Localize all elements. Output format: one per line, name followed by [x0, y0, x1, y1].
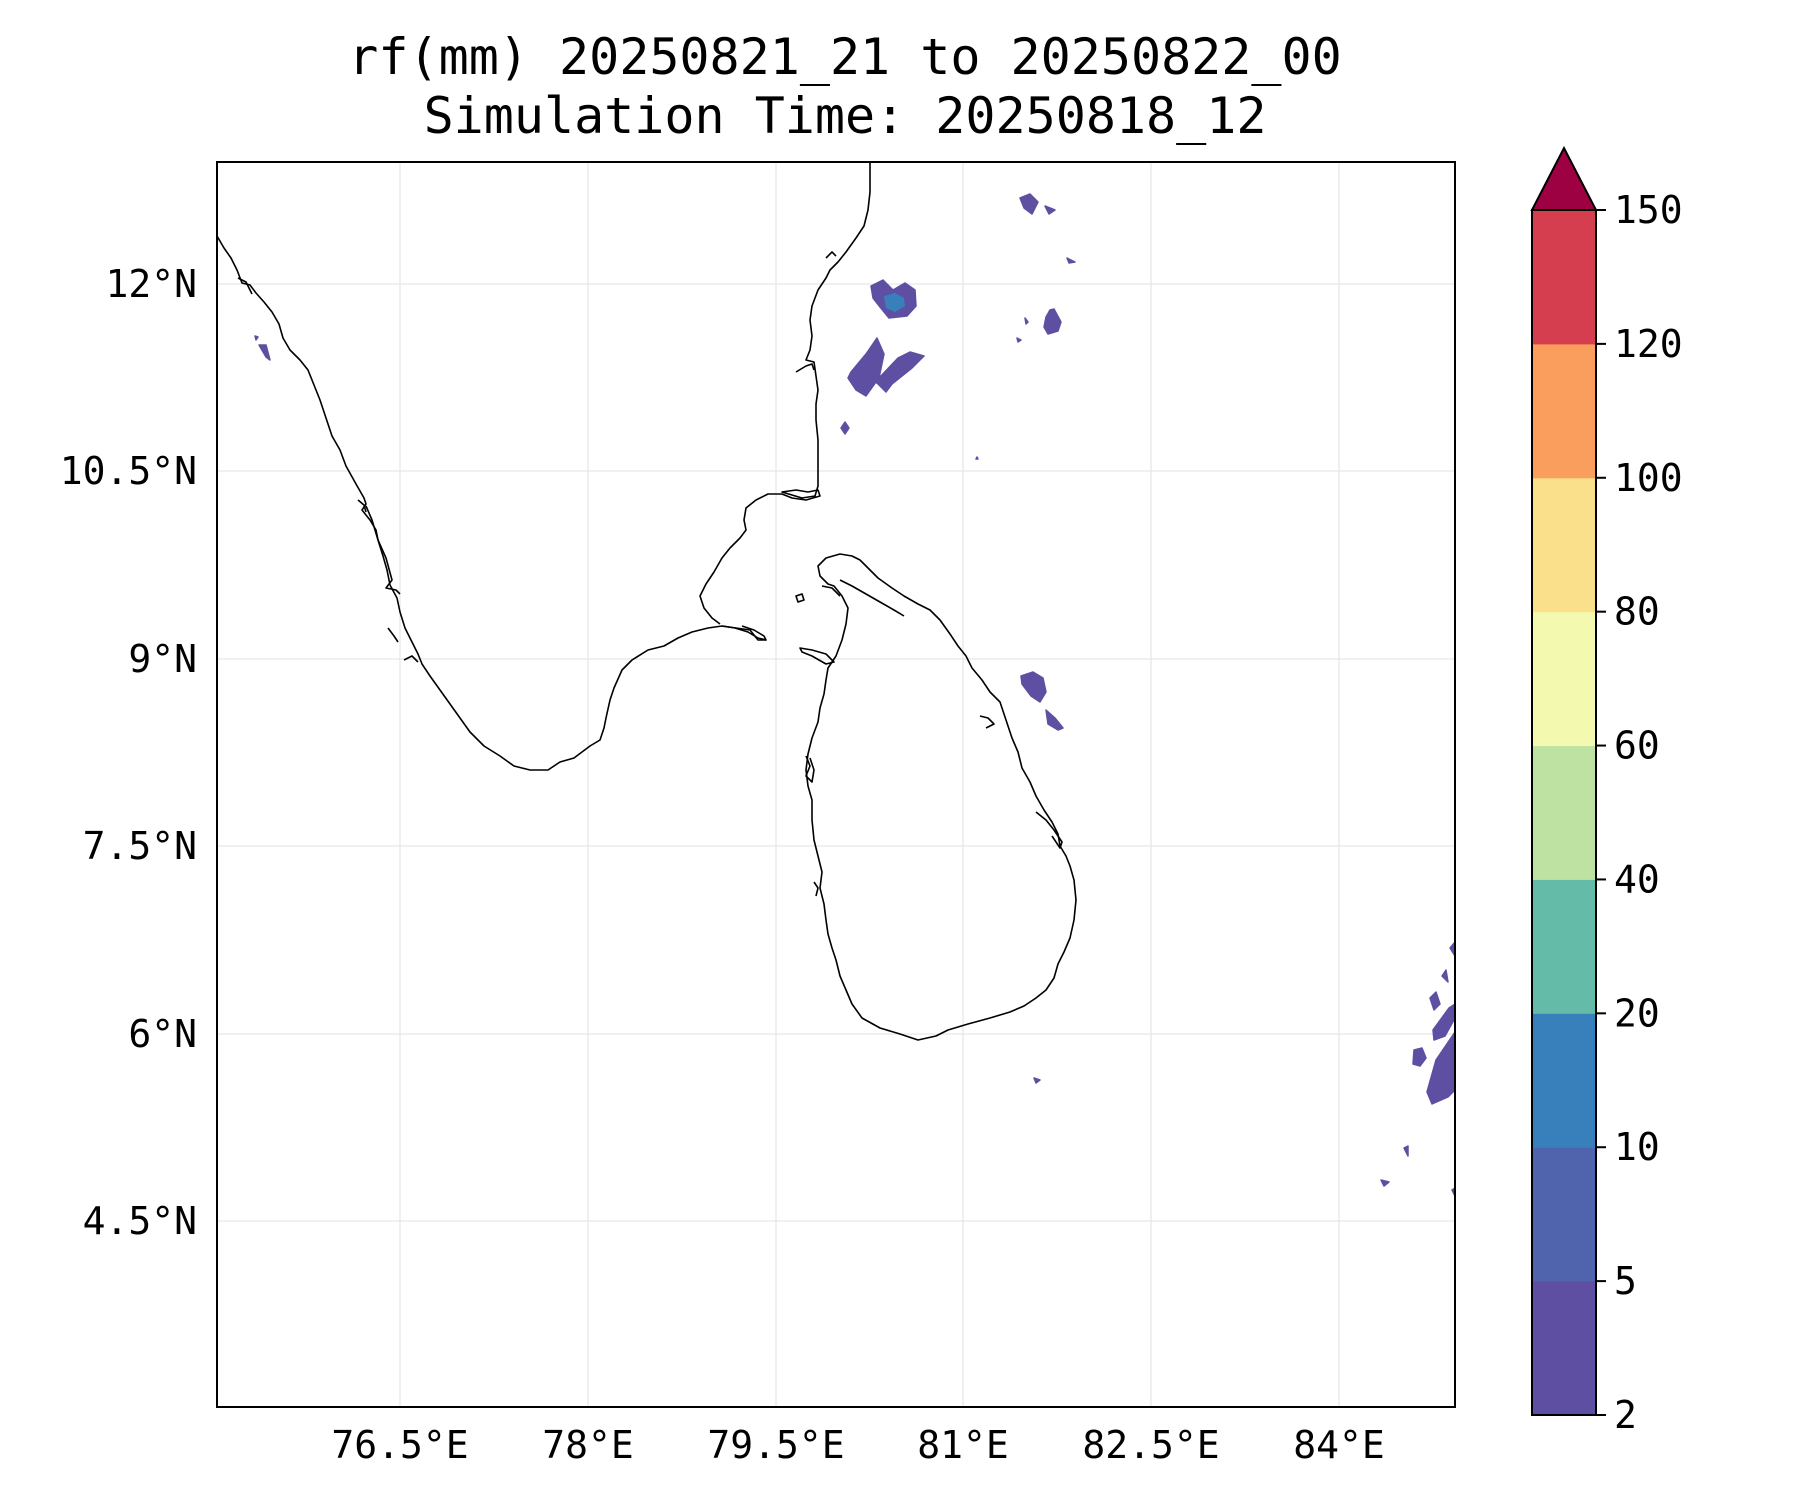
coastline-kerala-inlet-c	[403, 655, 419, 663]
rain-patch-ne-b	[1044, 205, 1056, 215]
colorbar: 2 5 10 20 40 60 80 100 120 150	[1530, 145, 1683, 1437]
colorbar-ticks: 2 5 10 20 40 60 80 100 120 150	[1596, 188, 1683, 1437]
colorbar-segment-5-10	[1532, 1147, 1596, 1282]
rain-patch-west-b	[254, 335, 259, 341]
rain-patch-small-a	[840, 421, 850, 435]
colorbar-tick-label: 120	[1614, 322, 1683, 366]
coastline-chilaw-inlet	[813, 881, 819, 897]
coastline-trinco	[979, 715, 995, 729]
coastline-jaffna-islands	[821, 585, 841, 597]
lat-tick-label-7-5: 7.5°N	[83, 824, 197, 868]
colorbar-tick-label: 60	[1614, 724, 1660, 768]
coastlines	[216, 162, 1077, 1041]
coastline-puttalam	[805, 755, 815, 783]
colorbar-segment-2-5	[1532, 1281, 1596, 1416]
coastline-india-east	[699, 162, 871, 625]
map-title-line2: Simulation Time: 20250818_12	[424, 87, 1267, 145]
colorbar-segment-20-40	[1532, 879, 1596, 1014]
rain-patch-se-e	[1441, 969, 1449, 983]
coastline-batticaloa	[1035, 811, 1063, 849]
lat-tick-label-10-5: 10.5°N	[60, 449, 197, 493]
lat-tick-label-9: 9°N	[128, 637, 197, 681]
colorbar-tick-label: 2	[1614, 1393, 1637, 1437]
colorbar-segment-100-120	[1532, 343, 1596, 479]
rain-patch-ne-e	[1024, 317, 1029, 325]
map-frame	[216, 161, 1456, 1408]
coastline-kerala-inlet-d	[237, 277, 253, 295]
rain-patch-se-d	[1412, 1047, 1427, 1067]
colorbar-segment-10-20	[1532, 1013, 1596, 1148]
coastline-jaffna-lagoon	[839, 579, 905, 617]
coastline-point-calimere	[795, 363, 815, 373]
colorbar-segments	[1532, 210, 1596, 1416]
lat-tick-label-6: 6°N	[128, 1012, 197, 1056]
rain-patch-west-a	[258, 344, 271, 361]
colorbar-tick-label: 40	[1614, 857, 1660, 901]
rain-patch-east-b	[1045, 709, 1064, 731]
coastline-kerala-inlet-a	[357, 499, 367, 513]
rain-patch-east-a	[1020, 671, 1047, 703]
rain-patch-se-h	[1380, 1179, 1390, 1187]
rain-patch-ne-d	[1043, 308, 1062, 335]
lon-tick-label-82-5: 82.5°E	[1082, 1423, 1219, 1467]
rain-patch-ne-f	[1016, 337, 1022, 343]
coastline-india-southwest	[216, 235, 766, 771]
rain-core-10-20	[884, 293, 905, 312]
coastline-chennai-lake	[825, 251, 837, 259]
map-title-line1: rf(mm) 20250821_21 to 20250822_00	[348, 28, 1341, 86]
rain-patch-se-g	[1403, 1145, 1409, 1157]
colorbar-tick-label: 5	[1614, 1259, 1637, 1303]
colorbar-segment-120-150	[1532, 210, 1596, 345]
coastline-kerala-inlet-b	[387, 627, 399, 643]
rain-patch-small-b	[1033, 1077, 1041, 1084]
lat-tick-label-4-5: 4.5°N	[83, 1199, 197, 1243]
colorbar-tick-label: 100	[1614, 456, 1683, 500]
rain-patch-se-c	[1429, 991, 1441, 1011]
rain-patch-ne-c	[1066, 257, 1076, 264]
coastline-delft-island	[795, 593, 805, 603]
latitude-ticks: 12°N 10.5°N 9°N 7.5°N 6°N 4.5°N	[60, 262, 197, 1243]
rain-patch-ne-a	[1019, 193, 1039, 215]
longitude-ticks: 76.5°E 78°E 79.5°E 81°E 82.5°E 84°E	[331, 1423, 1384, 1467]
coastline-sri-lanka	[805, 553, 1077, 1041]
colorbar-extend-arrow	[1530, 145, 1598, 211]
rain-patch-palk-v	[847, 337, 925, 397]
rain-patch-tiny-c	[975, 456, 979, 460]
colorbar-tick-label: 20	[1614, 991, 1660, 1035]
colorbar-segment-80-100	[1532, 477, 1596, 613]
lon-tick-label-81: 81°E	[917, 1423, 1009, 1467]
colorbar-tick-label: 150	[1614, 188, 1683, 232]
colorbar-tick-label: 80	[1614, 590, 1660, 634]
coastline-mannar-island	[799, 647, 835, 665]
lon-tick-label-79-5: 79.5°E	[707, 1423, 844, 1467]
colorbar-tick-label: 10	[1614, 1125, 1660, 1169]
gridlines	[217, 162, 1455, 1407]
rainfall-patches	[254, 193, 1456, 1197]
lat-tick-label-12: 12°N	[105, 262, 197, 306]
lon-tick-label-78: 78°E	[542, 1423, 634, 1467]
lon-tick-label-76-5: 76.5°E	[331, 1423, 468, 1467]
coastline-rameswaram-spit	[721, 625, 767, 641]
colorbar-segment-40-60	[1532, 745, 1596, 880]
coastline-kerala-lagoon	[365, 505, 401, 595]
colorbar-segment-60-80	[1532, 611, 1596, 747]
map-background	[217, 162, 1455, 1407]
colorbar-frame	[1531, 209, 1597, 1416]
lon-tick-label-84: 84°E	[1293, 1423, 1385, 1467]
map-panel: 76.5°E 78°E 79.5°E 81°E 82.5°E 84°E 12°N…	[60, 161, 1456, 1467]
